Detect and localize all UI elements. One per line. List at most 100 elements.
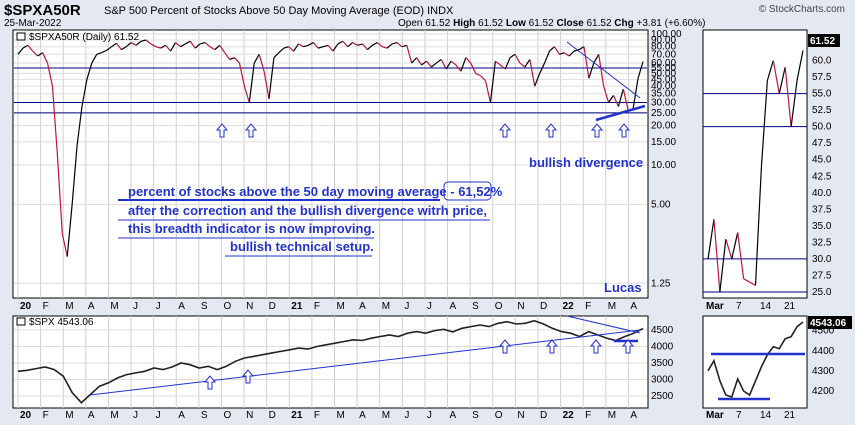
inset-series-segment	[749, 281, 756, 286]
price-last-badge	[808, 316, 852, 329]
main-series-segment	[214, 44, 221, 51]
main-series-segment	[494, 60, 501, 66]
axis-labels: 20 20 F F M M A A M M J J J J A A S S O O N N D D 21 21 F F M M A A M M J J…	[20, 29, 835, 421]
main-series-segment	[150, 43, 157, 48]
main-series-segment	[160, 44, 166, 49]
up-arrow-icon	[545, 339, 559, 354]
main-series	[17, 39, 644, 257]
main-series-segment	[318, 46, 324, 49]
main-series-segment	[475, 72, 481, 77]
inset-y-tick-label: 32.5	[812, 237, 832, 248]
chg-label: Chg	[614, 18, 634, 29]
main-series-segment	[489, 61, 496, 103]
main-series-segment	[598, 54, 605, 87]
main-x-tick-label: O	[223, 301, 231, 312]
main-x-tick-label: O	[495, 301, 503, 312]
main-series-segment	[514, 53, 521, 64]
main-series-segment	[563, 52, 570, 57]
main-series-segment	[308, 42, 314, 46]
main-series-segment	[37, 52, 43, 57]
main-series-segment	[445, 60, 452, 70]
main-x-tick-label: M	[337, 301, 345, 312]
main-series-segment	[450, 60, 457, 66]
main-series-segment	[593, 53, 600, 64]
main-series-segment	[22, 44, 29, 49]
main-y-tick-label: 30.00	[651, 97, 676, 108]
price-x-tick-label: A	[630, 410, 637, 421]
inset-y-tick-label: 52.5	[812, 105, 832, 116]
main-series-segment	[499, 64, 506, 70]
price-last-value: 4543.06	[810, 318, 847, 329]
main-series-segment	[130, 42, 137, 46]
main-y-tick-label: 10.00	[651, 160, 676, 171]
main-y-tick-label: 45.00	[651, 74, 676, 85]
inset-series-segment	[719, 239, 727, 293]
main-series-segment	[578, 46, 585, 51]
up-arrow-icon	[617, 123, 631, 138]
annotation-line-3: this breadth indicator is now improving.	[128, 221, 375, 236]
main-series-segment	[322, 44, 329, 48]
main-series-segment	[332, 43, 339, 52]
inset-series-segment	[731, 232, 739, 260]
up-arrow-icon	[244, 123, 258, 138]
main-series-segment	[347, 42, 354, 48]
main-y-tick-label: 15.00	[651, 137, 676, 148]
price-x-tick-label: 22	[563, 410, 575, 421]
price-x-tick-label: O	[223, 410, 231, 421]
price-x-tick-label: J	[133, 410, 138, 421]
price-panel-frame	[12, 315, 649, 409]
main-series-segment	[268, 57, 275, 99]
main-series-segment	[617, 88, 624, 107]
main-series-segment	[416, 57, 423, 66]
price-downtrend-line	[566, 315, 641, 334]
main-series-segment	[465, 57, 472, 64]
price-inset-x-tick-label: 14	[760, 410, 772, 421]
inset-y-tick-label: 27.5	[812, 270, 832, 281]
main-series-segment	[411, 57, 418, 64]
main-last-badge	[808, 34, 840, 47]
main-series-segment	[367, 44, 373, 51]
up-arrow-icon	[203, 375, 217, 390]
price-y-tick-label: 4000	[651, 341, 674, 352]
price-x-tick-label: 20	[20, 410, 32, 421]
price-uptrend-line	[89, 329, 641, 396]
main-series-segment	[121, 46, 127, 51]
annotation-line-4: bullish technical setup.	[230, 239, 374, 254]
inset-series-segment	[760, 80, 768, 167]
description-text: S&P 500 Percent of Stocks Above 50 Day M…	[104, 5, 424, 17]
inset-y-tick-label: 30.0	[812, 254, 832, 265]
main-series-segment	[219, 44, 226, 54]
main-series-segment	[401, 44, 407, 48]
price-x-tick-label: O	[495, 410, 503, 421]
main-series-segment	[115, 42, 122, 50]
main-series-segment	[61, 233, 68, 257]
price-x-tick-label: J	[404, 410, 409, 421]
main-series-segment	[170, 42, 177, 52]
main-x-tick-label: J	[133, 301, 138, 312]
price-x-tick-label: A	[450, 410, 457, 421]
inset-series-segment	[772, 60, 780, 94]
main-series-segment	[194, 43, 201, 49]
price-inset-y-tick-label: 4500	[812, 326, 835, 337]
main-series-segment	[111, 42, 117, 48]
divergence-line	[595, 104, 646, 122]
price-x-tick-label: F	[314, 410, 320, 421]
main-series-segment	[470, 62, 477, 74]
main-series-segment	[106, 46, 112, 51]
inset-series-segment	[790, 80, 798, 127]
main-y-tick-label: 35.00	[651, 89, 676, 100]
main-series-segment	[101, 49, 107, 54]
main-series-segment	[71, 145, 78, 205]
main-series-segment	[372, 42, 378, 46]
main-y-tick-label: 100.00	[651, 29, 682, 40]
main-series-segment	[480, 75, 486, 82]
main-series-segment	[519, 62, 526, 68]
inset-series-segment	[784, 67, 792, 127]
main-series-segment	[86, 62, 93, 80]
main-series-segment	[234, 57, 240, 64]
main-series-segment	[357, 43, 363, 46]
price-inset-series	[707, 321, 804, 399]
main-series-segment	[529, 59, 536, 87]
high-value: 61.52	[478, 18, 504, 29]
